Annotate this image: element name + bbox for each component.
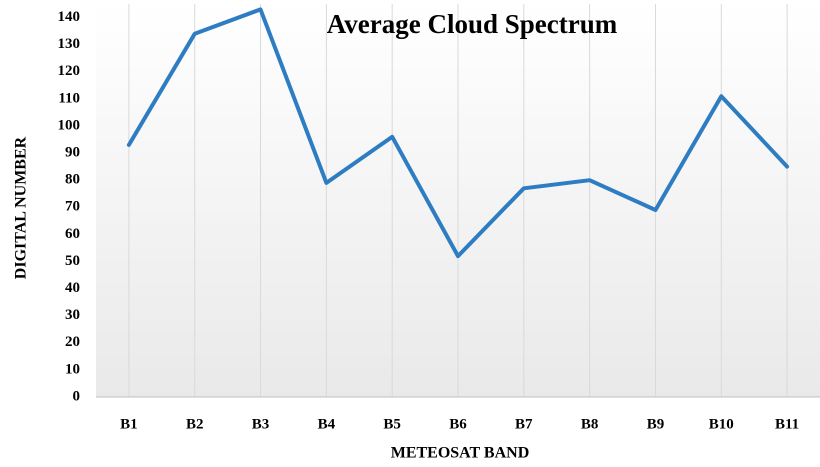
y-tick-label: 0 bbox=[73, 388, 81, 404]
x-tick-label: B10 bbox=[709, 416, 734, 432]
x-tick-label: B8 bbox=[581, 416, 599, 432]
x-tick-label: B1 bbox=[120, 416, 138, 432]
x-tick-label: B7 bbox=[515, 416, 533, 432]
y-axis-title: DIGITAL NUMBER bbox=[13, 136, 30, 279]
y-tick-label: 40 bbox=[65, 280, 80, 296]
y-tick-label: 10 bbox=[65, 361, 80, 377]
chart-title: Average Cloud Spectrum bbox=[327, 9, 618, 39]
y-tick-label: 110 bbox=[58, 90, 80, 106]
y-tick-label: 120 bbox=[58, 63, 81, 79]
x-axis-title: METEOSAT BAND bbox=[391, 445, 530, 462]
x-tick-label: B9 bbox=[647, 416, 665, 432]
y-tick-label: 60 bbox=[65, 226, 80, 242]
y-tick-label: 30 bbox=[65, 307, 80, 323]
x-tick-label: B5 bbox=[383, 416, 401, 432]
grid bbox=[128, 4, 788, 397]
y-tick-label: 140 bbox=[58, 9, 81, 25]
y-tick-label: 80 bbox=[65, 172, 80, 188]
y-tick-label: 50 bbox=[65, 253, 80, 269]
x-tick-label: B6 bbox=[449, 416, 467, 432]
y-tick-label: 100 bbox=[58, 117, 81, 133]
y-tick-label: 130 bbox=[58, 36, 81, 52]
data-line bbox=[126, 7, 790, 259]
x-tick-label: B4 bbox=[318, 416, 336, 432]
y-tick-label: 90 bbox=[65, 145, 80, 161]
x-tick-label: B2 bbox=[186, 416, 204, 432]
y-tick-label: 70 bbox=[65, 199, 80, 215]
x-tick-label: B11 bbox=[775, 416, 799, 432]
x-tick-label: B3 bbox=[252, 416, 270, 432]
y-tick-label: 20 bbox=[65, 334, 80, 350]
